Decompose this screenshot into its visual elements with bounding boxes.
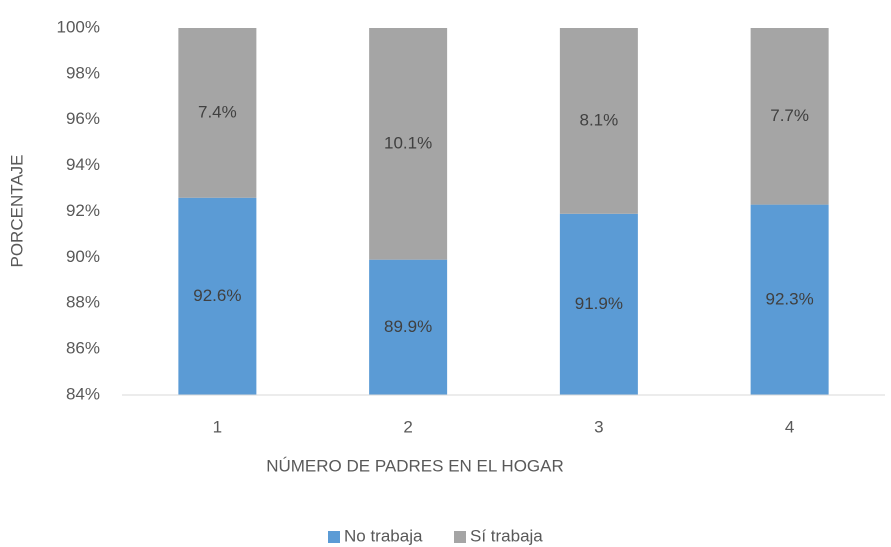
data-label: 91.9% bbox=[575, 294, 623, 313]
bar-segment bbox=[559, 213, 638, 395]
data-label: 7.4% bbox=[198, 102, 237, 121]
x-tick-label: 1 bbox=[213, 417, 222, 436]
y-tick-label: 98% bbox=[66, 63, 100, 82]
y-tick-label: 100% bbox=[57, 17, 100, 36]
y-tick-label: 90% bbox=[66, 247, 100, 266]
x-tick-label: 3 bbox=[594, 417, 603, 436]
bar-segment bbox=[178, 197, 257, 395]
bar-segment bbox=[750, 28, 829, 205]
bar-segment bbox=[559, 28, 638, 214]
legend-label: No trabaja bbox=[344, 526, 423, 545]
y-tick-label: 84% bbox=[66, 384, 100, 403]
x-axis-title: NÚMERO DE PADRES EN EL HOGAR bbox=[266, 456, 564, 475]
data-label: 8.1% bbox=[580, 110, 619, 129]
y-tick-label: 96% bbox=[66, 109, 100, 128]
y-tick-label: 86% bbox=[66, 339, 100, 358]
data-label: 7.7% bbox=[770, 106, 809, 125]
y-tick-label: 92% bbox=[66, 201, 100, 220]
y-tick-label: 94% bbox=[66, 155, 100, 174]
bar-segment bbox=[178, 28, 257, 198]
y-tick-label: 88% bbox=[66, 293, 100, 312]
legend-swatch bbox=[328, 531, 340, 543]
legend-swatch bbox=[454, 531, 466, 543]
bar-segment bbox=[750, 204, 829, 395]
data-label: 92.3% bbox=[766, 289, 814, 308]
bar-segment bbox=[369, 259, 448, 395]
data-label: 10.1% bbox=[384, 133, 432, 152]
bar-segment bbox=[369, 28, 448, 260]
legend-label: Sí trabaja bbox=[470, 526, 543, 545]
data-label: 92.6% bbox=[193, 286, 241, 305]
data-label: 89.9% bbox=[384, 317, 432, 336]
x-tick-label: 4 bbox=[785, 417, 794, 436]
x-tick-label: 2 bbox=[403, 417, 412, 436]
y-axis-title: PORCENTAJE bbox=[7, 154, 26, 267]
